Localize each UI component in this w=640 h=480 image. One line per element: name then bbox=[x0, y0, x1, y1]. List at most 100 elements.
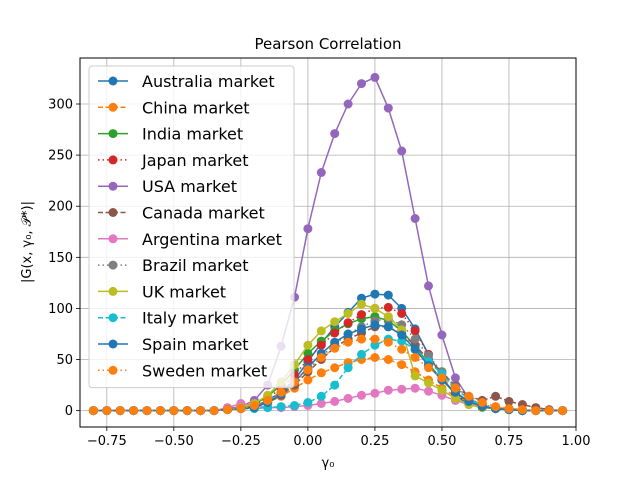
data-point bbox=[303, 340, 313, 350]
data-point bbox=[102, 406, 112, 416]
data-point bbox=[343, 337, 353, 347]
data-point bbox=[464, 391, 474, 401]
data-point bbox=[504, 404, 514, 414]
data-point bbox=[437, 385, 447, 395]
data-point bbox=[437, 330, 447, 340]
data-point bbox=[357, 390, 366, 400]
legend-entry-india-market: India market bbox=[98, 125, 243, 144]
data-point bbox=[437, 373, 447, 383]
data-point bbox=[424, 363, 433, 373]
legend-entry-australia-market: Australia market bbox=[98, 72, 275, 91]
data-point bbox=[383, 385, 393, 395]
legend-marker bbox=[108, 260, 118, 270]
data-point bbox=[223, 405, 232, 415]
legend-entry-argentina-market: Argentina market bbox=[98, 230, 282, 249]
legend-marker bbox=[108, 208, 118, 217]
data-point bbox=[491, 391, 501, 401]
data-point bbox=[343, 309, 353, 318]
data-point bbox=[303, 398, 313, 407]
legend-entry-usa-market: USA market bbox=[98, 177, 237, 196]
y-tick-label: 300 bbox=[48, 97, 73, 112]
legend-entry-brazil-market: Brazil market bbox=[98, 256, 249, 275]
data-point bbox=[383, 355, 393, 364]
legend-entry-canada-market: Canada market bbox=[98, 204, 265, 223]
data-point bbox=[316, 399, 326, 408]
x-tick-label: 0.75 bbox=[494, 434, 523, 449]
y-tick-label: 200 bbox=[48, 200, 73, 215]
data-point bbox=[303, 375, 313, 385]
data-point bbox=[249, 401, 259, 410]
legend-entry-china-market: China market bbox=[98, 98, 250, 117]
plot-frame bbox=[79, 57, 577, 428]
legend-label: India market bbox=[142, 125, 243, 144]
data-point bbox=[370, 334, 380, 344]
data-point bbox=[397, 146, 407, 156]
legend-marker bbox=[108, 181, 118, 191]
legend-entry-italy-market: Italy market bbox=[98, 309, 239, 328]
data-point bbox=[316, 391, 326, 401]
data-point bbox=[357, 324, 366, 334]
data-point bbox=[263, 395, 273, 405]
data-point bbox=[142, 406, 152, 416]
data-point bbox=[504, 396, 514, 406]
data-point bbox=[450, 373, 460, 383]
legend-marker bbox=[108, 313, 118, 323]
data-point bbox=[383, 312, 393, 322]
data-point bbox=[397, 330, 407, 340]
legend-label: USA market bbox=[142, 177, 237, 196]
data-point bbox=[330, 396, 340, 406]
data-point bbox=[544, 406, 554, 416]
legend-label: Canada market bbox=[142, 204, 265, 223]
data-point bbox=[424, 378, 433, 388]
data-point bbox=[450, 383, 460, 393]
legend-label: Spain market bbox=[142, 335, 249, 354]
data-point bbox=[236, 404, 246, 414]
legend-label: Australia market bbox=[142, 72, 275, 91]
legend-label: China market bbox=[142, 98, 250, 117]
y-tick-label: 150 bbox=[48, 251, 73, 266]
data-point bbox=[316, 353, 326, 362]
axis-ticks: −0.75 −0.50 −0.25 0.00 0.25 0.50 0.75 1.00 0 50 10… bbox=[48, 97, 590, 449]
data-point bbox=[517, 405, 527, 415]
data-point bbox=[383, 103, 393, 113]
data-point bbox=[343, 99, 353, 109]
y-tick-label: 250 bbox=[48, 149, 73, 164]
legend-marker bbox=[108, 286, 118, 296]
legend-label: UK market bbox=[142, 282, 226, 301]
legend-label: Japan market bbox=[141, 151, 249, 170]
data-point bbox=[343, 363, 353, 373]
data-point bbox=[410, 214, 420, 223]
legend-entry-japan-market: Japan market bbox=[98, 151, 249, 170]
data-point bbox=[383, 322, 393, 332]
data-point bbox=[370, 388, 380, 398]
data-point bbox=[370, 72, 380, 82]
data-point bbox=[370, 289, 380, 299]
legend: Australia market China market India market… bbox=[88, 65, 295, 389]
series-line-sweden-market bbox=[93, 338, 563, 412]
data-point bbox=[316, 340, 326, 350]
data-point bbox=[397, 360, 407, 370]
data-point bbox=[357, 334, 366, 344]
data-point bbox=[370, 320, 380, 330]
data-point bbox=[303, 355, 313, 364]
data-point bbox=[330, 317, 340, 327]
legend-label: Argentina market bbox=[142, 230, 282, 249]
data-point bbox=[115, 406, 125, 416]
x-tick-label: −0.50 bbox=[154, 434, 194, 449]
data-point bbox=[330, 363, 340, 373]
x-axis-label: γ₀ bbox=[322, 456, 335, 471]
legend-box bbox=[88, 65, 295, 389]
data-point bbox=[343, 318, 353, 328]
legend-marker bbox=[108, 155, 118, 165]
data-point bbox=[330, 343, 340, 353]
data-point bbox=[383, 302, 393, 312]
x-tick-label: 0.00 bbox=[293, 434, 322, 449]
data-point bbox=[410, 371, 420, 381]
data-point bbox=[397, 309, 407, 318]
y-tick-label: 0 bbox=[65, 404, 73, 419]
data-point bbox=[410, 383, 420, 393]
data-point bbox=[196, 406, 206, 416]
data-point bbox=[316, 368, 326, 378]
legend-marker bbox=[108, 76, 118, 86]
